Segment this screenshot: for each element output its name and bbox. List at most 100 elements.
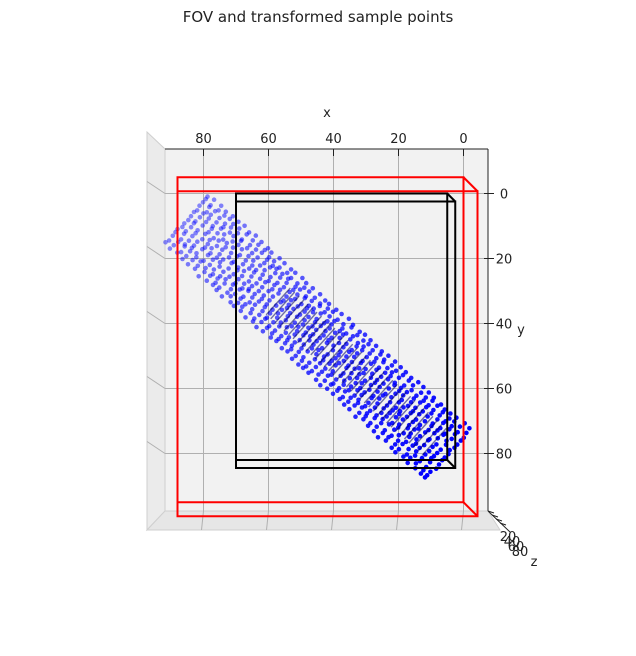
sample-point — [180, 256, 185, 262]
sample-point — [188, 224, 194, 230]
sample-point — [405, 460, 411, 466]
sample-point — [292, 320, 298, 326]
sample-point-core — [332, 347, 358, 376]
sample-point — [260, 272, 266, 278]
sample-point — [359, 381, 365, 386]
z-tick-mark — [499, 522, 507, 526]
sample-point — [228, 286, 234, 292]
sample-point — [251, 258, 256, 263]
sample-point — [426, 448, 432, 454]
sample-point-core — [377, 387, 403, 416]
sample-point — [340, 332, 346, 337]
sample-point — [257, 276, 263, 282]
sample-point — [241, 268, 247, 274]
sample-point — [388, 373, 393, 379]
z-axis-line — [487, 510, 511, 533]
sample-point — [268, 335, 274, 340]
z-tick-label: 40 — [504, 535, 521, 550]
sample-point — [438, 402, 444, 407]
sample-point — [207, 204, 212, 210]
sample-point — [434, 442, 439, 447]
sample-point — [371, 428, 377, 434]
sample-point — [365, 423, 371, 429]
sample-point — [418, 390, 424, 396]
sample-point — [422, 475, 428, 480]
sample-point — [347, 375, 353, 381]
sample-point — [280, 271, 285, 277]
sample-point — [182, 244, 187, 249]
sample-point — [260, 308, 265, 314]
sample-point — [378, 352, 383, 357]
sample-point-core — [363, 375, 389, 404]
sample-point-core — [296, 315, 323, 344]
sample-point-core — [310, 327, 336, 356]
sample-point — [226, 255, 232, 260]
sample-point — [204, 210, 210, 215]
sample-point — [414, 437, 419, 442]
sample-point — [260, 329, 266, 334]
sample-point — [193, 219, 198, 224]
sample-point — [318, 311, 324, 316]
sample-point — [426, 390, 432, 395]
y-tick-label: 60 — [496, 383, 513, 398]
sample-point — [366, 341, 371, 347]
sample-point — [236, 276, 241, 282]
sample-point — [222, 213, 227, 218]
sample-point — [385, 365, 390, 371]
sample-point — [309, 298, 315, 304]
sample-point — [297, 287, 303, 292]
sample-point — [368, 338, 373, 343]
sample-point — [214, 287, 219, 293]
sample-point — [264, 325, 270, 331]
sample-point — [231, 271, 236, 277]
sample-point — [346, 349, 352, 355]
sample-point — [210, 257, 216, 263]
sample-point — [178, 249, 184, 255]
sample-point — [222, 221, 228, 226]
grid-line-x-floor — [396, 510, 399, 531]
sample-point-core — [314, 331, 340, 360]
sample-point — [250, 263, 255, 268]
sample-point-core — [301, 319, 327, 348]
sample-point — [223, 209, 229, 214]
sample-point — [449, 436, 455, 442]
sample-point — [301, 355, 306, 360]
sample-point — [270, 294, 276, 299]
sample-point — [320, 358, 326, 363]
sample-point — [396, 375, 402, 381]
sample-point — [240, 262, 246, 267]
sample-point — [348, 395, 354, 401]
sample-point — [248, 310, 253, 316]
sample-point — [200, 246, 205, 252]
sample-point — [401, 454, 406, 459]
sample-point — [276, 291, 281, 296]
sample-point — [259, 285, 265, 290]
sample-point — [467, 426, 472, 431]
sample-point — [221, 232, 227, 237]
sample-point — [259, 296, 265, 302]
sample-point — [332, 330, 338, 336]
sample-point — [435, 428, 440, 433]
grid-line-y-side — [146, 311, 166, 324]
sample-point — [222, 281, 227, 286]
sample-point — [416, 426, 421, 431]
sample-point — [246, 279, 252, 284]
sample-point — [243, 258, 249, 263]
sample-point — [352, 403, 357, 408]
fov-box-outer-edge — [462, 176, 479, 192]
sample-point — [263, 316, 268, 322]
sample-points — [163, 194, 472, 480]
sample-point — [250, 238, 256, 243]
sample-point — [359, 347, 365, 353]
sample-point — [171, 242, 177, 248]
sample-point — [205, 252, 211, 258]
y-tick-label: 0 — [500, 188, 508, 203]
sample-point — [389, 363, 395, 368]
sample-point — [372, 415, 378, 421]
sample-point — [224, 240, 230, 246]
sample-point — [317, 292, 323, 297]
sample-point — [273, 270, 278, 276]
sample-point — [216, 238, 221, 243]
sample-point — [227, 216, 233, 222]
sample-point — [362, 378, 368, 384]
